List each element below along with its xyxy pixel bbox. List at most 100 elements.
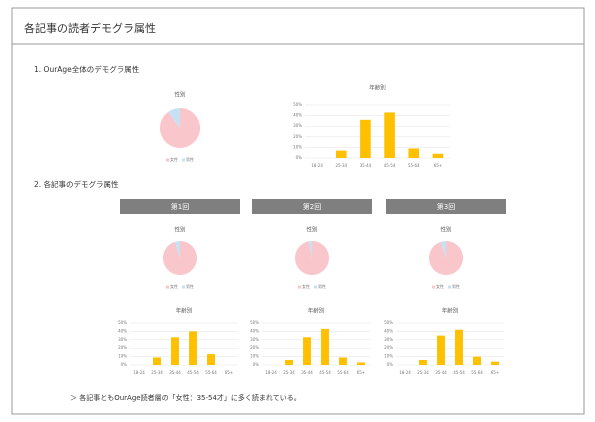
x-tick-label: 55-64	[471, 370, 483, 375]
x-tick-label: 35-44	[301, 370, 313, 375]
x-tick-label: 25-34	[151, 370, 163, 375]
bar	[357, 362, 365, 365]
bar	[303, 337, 311, 365]
bar	[285, 359, 293, 365]
x-tick-label: 45-54	[187, 370, 199, 375]
y-tick-label: 50%	[250, 320, 259, 325]
legend-label: 男性	[452, 283, 460, 289]
legend-label: 女性	[170, 156, 178, 162]
bar-title: 年齢別	[308, 307, 325, 315]
bar	[171, 337, 179, 365]
y-tick-label: 30%	[250, 337, 259, 342]
section-heading: 1. OurAge全体のデモグラ属性	[34, 64, 140, 74]
column-header: 第2回	[303, 202, 321, 211]
y-tick-label: 30%	[118, 337, 127, 342]
legend-label: 女性	[302, 283, 310, 289]
y-tick-label: 20%	[384, 345, 393, 350]
pie-slice	[160, 108, 201, 148]
x-tick-label: 45-54	[384, 163, 396, 168]
bar	[473, 356, 481, 365]
legend-label: 女性	[436, 283, 444, 289]
y-tick-label: 10%	[250, 354, 259, 359]
conclusion: ＞ 各記事ともOurAge読者層の「女性：35-54才」に多く読まれている。	[70, 393, 301, 402]
x-tick-label: 18-24	[133, 370, 145, 375]
y-tick-label: 10%	[118, 354, 127, 359]
legend-swatch	[314, 285, 317, 289]
x-tick-label: 55-64	[337, 370, 349, 375]
x-tick-label: 45-54	[453, 370, 465, 375]
y-tick-label: 30%	[384, 337, 393, 342]
legend-swatch	[432, 285, 435, 289]
pie-title: 性別	[306, 226, 317, 234]
y-tick-label: 0%	[387, 362, 394, 367]
y-tick-label: 40%	[293, 113, 302, 118]
bar	[321, 328, 329, 365]
x-tick-label: 65+	[225, 370, 233, 375]
y-tick-label: 50%	[384, 320, 393, 325]
x-tick-label: 65+	[434, 163, 442, 168]
column-header: 第3回	[437, 202, 455, 211]
bar	[384, 112, 395, 158]
legend-swatch	[182, 158, 185, 162]
x-tick-label: 45-54	[319, 370, 331, 375]
y-tick-label: 30%	[293, 123, 302, 128]
legend-label: 男性	[186, 156, 194, 162]
y-tick-label: 20%	[250, 345, 259, 350]
legend-swatch	[166, 285, 169, 289]
bar	[491, 361, 499, 365]
bar	[437, 335, 445, 365]
column-header: 第1回	[171, 202, 189, 211]
y-tick-label: 40%	[118, 328, 127, 333]
bar-title: 年齢別	[176, 307, 193, 315]
legend-swatch	[448, 285, 451, 289]
x-tick-label: 55-64	[205, 370, 217, 375]
pie-slice	[174, 241, 180, 258]
x-tick-label: 18-24	[399, 370, 411, 375]
bar-title: 年齢別	[369, 84, 386, 92]
bar	[189, 331, 197, 365]
bar	[419, 359, 427, 365]
pie-slice	[294, 241, 329, 275]
y-tick-label: 40%	[384, 328, 393, 333]
x-tick-label: 35-44	[169, 370, 181, 375]
bar	[339, 357, 347, 365]
pie-title: 性別	[440, 226, 451, 234]
legend-swatch	[298, 285, 301, 289]
bar	[408, 148, 420, 158]
y-tick-label: 20%	[293, 134, 302, 139]
y-tick-label: 50%	[118, 320, 127, 325]
pie-title: 性別	[174, 91, 185, 99]
x-tick-label: 25-34	[335, 163, 347, 168]
section-heading: 2. 各記事のデモグラ属性	[34, 179, 119, 189]
x-tick-label: 65+	[357, 370, 365, 375]
x-tick-label: 25-34	[417, 370, 429, 375]
legend-label: 男性	[186, 283, 194, 289]
pie-title: 性別	[174, 226, 185, 234]
y-tick-label: 40%	[250, 328, 259, 333]
pie-slice	[440, 241, 446, 258]
pie-slice	[308, 241, 312, 258]
column-header-box	[252, 199, 372, 214]
y-tick-label: 50%	[293, 102, 302, 107]
x-tick-label: 25-34	[283, 370, 295, 375]
column-header-box	[120, 199, 240, 214]
x-tick-label: 18-24	[265, 370, 277, 375]
y-tick-label: 0%	[296, 155, 303, 160]
bar	[455, 329, 463, 365]
column-header-box	[386, 199, 506, 214]
x-tick-label: 35-44	[435, 370, 447, 375]
y-tick-label: 0%	[253, 362, 260, 367]
legend-swatch	[166, 158, 169, 162]
x-tick-label: 18-24	[311, 163, 323, 168]
y-tick-label: 10%	[293, 144, 302, 149]
bar	[360, 119, 371, 158]
bar	[153, 357, 161, 365]
y-tick-label: 0%	[121, 362, 128, 367]
legend-label: 男性	[318, 283, 326, 289]
x-tick-label: 55-64	[408, 163, 420, 168]
x-tick-label: 65+	[491, 370, 499, 375]
slide-title: 各記事の読者デモグラ属性	[24, 21, 156, 35]
y-tick-label: 10%	[384, 354, 393, 359]
bar-title: 年齢別	[442, 307, 459, 315]
